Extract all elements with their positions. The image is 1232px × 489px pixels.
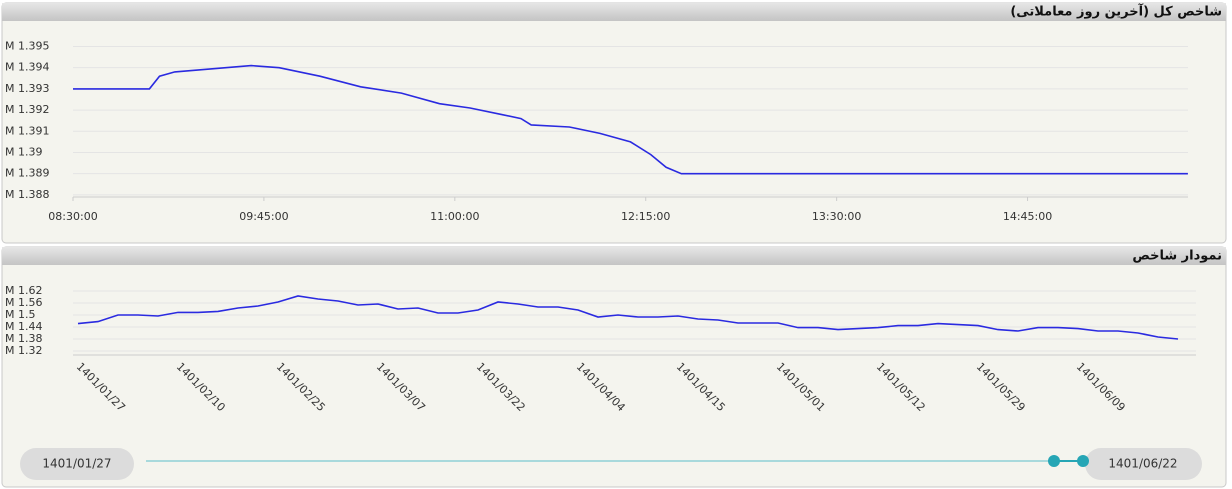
y-tick-label: M 1.389 xyxy=(5,167,49,180)
range-start[interactable] xyxy=(20,448,134,480)
y-tick-label: M 1.56 xyxy=(5,296,42,309)
range-end[interactable] xyxy=(1085,448,1202,480)
x-tick-label: 14:45:00 xyxy=(1003,210,1052,223)
chart-title: شاخص کل (آخرین روز معاملاتی) xyxy=(1010,3,1222,20)
y-tick-label: M 1.392 xyxy=(5,103,49,116)
x-tick-label: 08:30:00 xyxy=(48,210,97,223)
line-series xyxy=(77,295,1179,340)
range-start-label: 1401/01/27 xyxy=(42,457,111,471)
panel-header xyxy=(2,3,1226,21)
slider-handle[interactable] xyxy=(1077,455,1089,467)
range-end-label: 1401/06/22 xyxy=(1108,457,1177,471)
x-tick-label: 09:45:00 xyxy=(239,210,288,223)
y-tick-label: M 1.38 xyxy=(5,332,42,345)
slider-handle[interactable] xyxy=(1048,455,1060,467)
y-tick-label: M 1.393 xyxy=(5,82,49,95)
x-tick-label: 13:30:00 xyxy=(812,210,861,223)
y-tick-label: M 1.62 xyxy=(5,284,42,297)
y-tick-label: M 1.395 xyxy=(5,39,49,52)
line-series xyxy=(73,64,1188,175)
panel-header xyxy=(2,247,1226,265)
x-tick-label: 12:15:00 xyxy=(621,210,670,223)
y-tick-label: M 1.32 xyxy=(5,344,42,357)
y-tick-label: M 1.391 xyxy=(5,124,49,137)
y-tick-label: M 1.388 xyxy=(5,188,49,201)
panel xyxy=(1,2,1227,244)
y-tick-label: M 1.394 xyxy=(5,61,49,74)
chart-title: نمودار شاخص xyxy=(1132,249,1222,264)
x-tick-label: 11:00:00 xyxy=(430,210,479,223)
y-tick-label: M 1.44 xyxy=(5,320,42,333)
y-tick-label: M 1.5 xyxy=(5,308,35,321)
y-tick-label: M 1.39 xyxy=(5,145,42,158)
